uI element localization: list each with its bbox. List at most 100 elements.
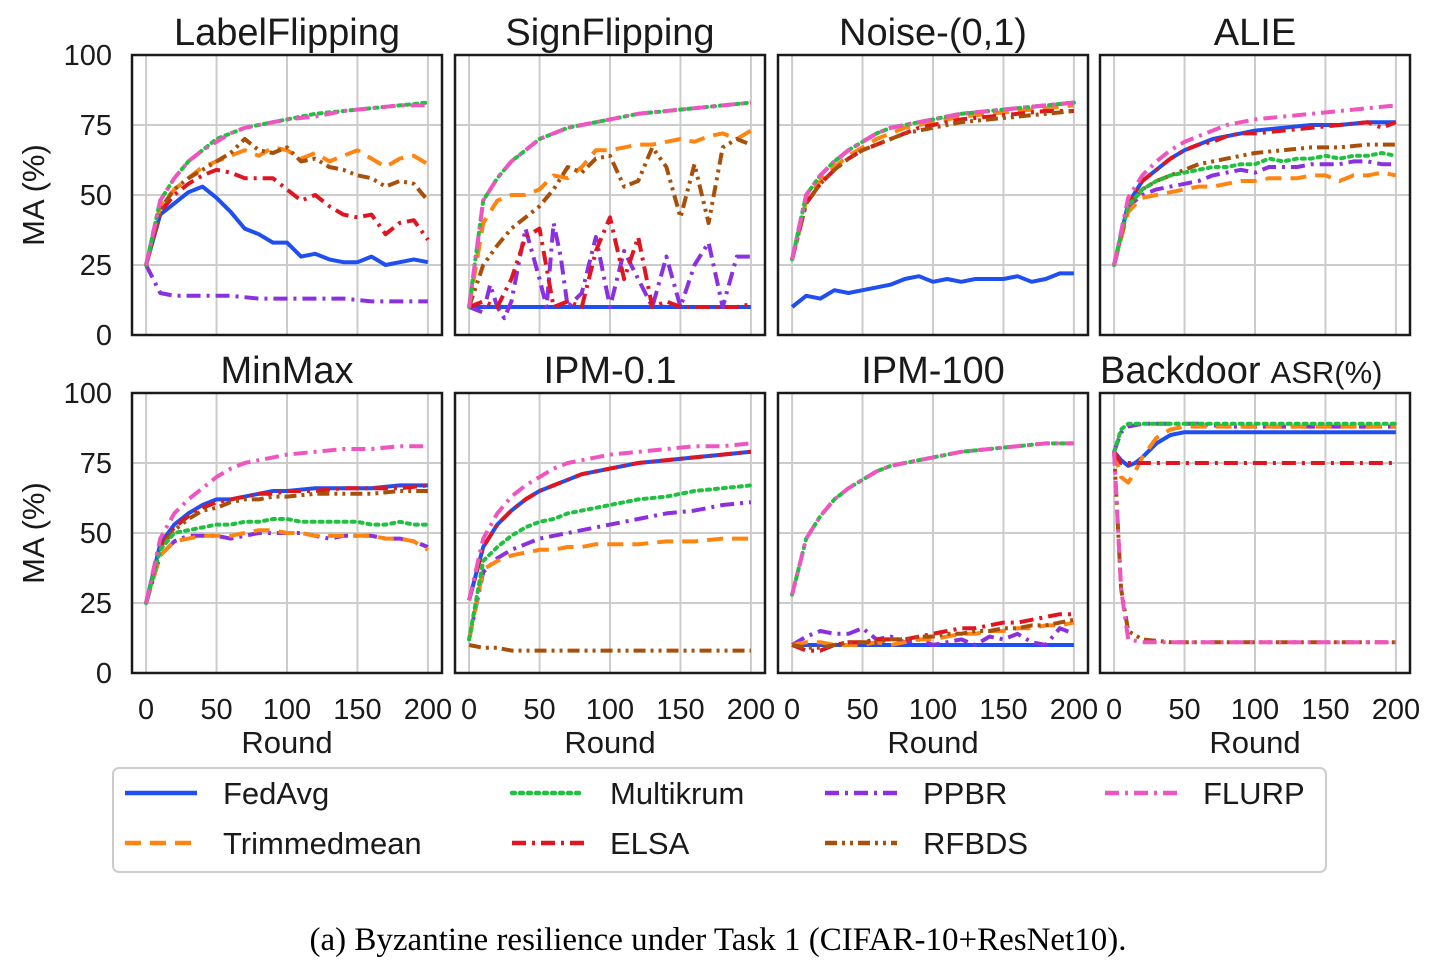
series-line-flurp <box>144 103 428 266</box>
y-tick-label: 25 <box>80 588 112 620</box>
subplot-title: MinMax <box>220 350 353 392</box>
series-group <box>1112 103 1398 267</box>
x-axis-label: Round <box>564 725 655 760</box>
subplot-title: Backdoor ASR(%) <box>1100 350 1383 392</box>
series-line-rfbds <box>144 137 430 266</box>
subplot-title: IPM-100 <box>861 350 1005 392</box>
x-tick-label: 150 <box>979 694 1027 726</box>
legend-item-ppbr: PPBR <box>825 776 1007 811</box>
y-axis-label: MA (%) <box>16 482 51 584</box>
series-line-flurp <box>790 441 1074 596</box>
series-line-elsa <box>144 483 429 604</box>
series-line-elsa <box>144 167 430 266</box>
legend-label: FLURP <box>1203 776 1305 811</box>
series-line-elsa <box>1112 450 1396 465</box>
plot-frame <box>130 391 444 675</box>
plot-frame <box>453 391 767 675</box>
x-tick-label: 50 <box>846 694 878 726</box>
legend: FedAvg Multikrum PPBR FLURP Trimmedmean ELSA R… <box>112 767 1327 873</box>
x-tick-label: 100 <box>586 694 634 726</box>
series-line-multikrum <box>467 100 753 309</box>
x-tick-label: 50 <box>523 694 555 726</box>
y-tick-label: 75 <box>80 110 112 142</box>
series-line-ppbr <box>467 500 752 640</box>
x-tick-label: 150 <box>333 694 381 726</box>
subplot-title: Noise-(0,1) <box>839 12 1027 54</box>
series-line-trimmedmean <box>1112 170 1397 266</box>
legend-label: Multikrum <box>610 776 744 811</box>
legend-item-multikrum: Multikrum <box>509 776 744 811</box>
series-line-flurp <box>144 444 428 604</box>
x-tick-label: 0 <box>138 694 154 726</box>
series-line-elsa <box>791 612 1074 653</box>
x-tick-label: 200 <box>404 694 452 726</box>
y-tick-label: 0 <box>96 320 112 352</box>
series-line-elsa <box>468 215 752 309</box>
plot-frame <box>1098 391 1412 675</box>
y-tick-label: 100 <box>64 378 112 410</box>
series-line-multikrum <box>467 483 753 642</box>
subplot-title: LabelFlipping <box>174 12 400 54</box>
y-tick-label: 50 <box>80 518 112 550</box>
y-tick-label: 25 <box>80 250 112 282</box>
legend-label: Trimmedmean <box>223 826 422 861</box>
subplot-title: ALIE <box>1214 12 1296 54</box>
x-tick-label: 0 <box>461 694 477 726</box>
plot-frame <box>130 53 444 337</box>
legend-item-fedavg: FedAvg <box>125 776 329 811</box>
series-line-rfbds <box>1112 142 1396 266</box>
legend-box <box>112 767 1327 873</box>
series-line-multikrum <box>144 517 430 605</box>
series-line-ppbr <box>791 626 1075 647</box>
x-tick-label: 200 <box>1372 694 1420 726</box>
subplot-ipm-100: IPM-100 0 50 100 150 200 Round <box>776 350 1098 760</box>
x-tick-label: 100 <box>263 694 311 726</box>
subplot-title-suffix: ASR(%) <box>1271 355 1383 390</box>
series-line-flurp <box>1112 103 1397 266</box>
series-line-rfbds <box>144 489 428 604</box>
subplot-labelflipping: LabelFlipping 0 25 50 75 100 MA (%) <box>16 12 444 352</box>
series-line-rfbds <box>790 109 1075 260</box>
series-line-flurp <box>1112 451 1396 645</box>
legend-label: PPBR <box>923 776 1007 811</box>
x-tick-label: 50 <box>1168 694 1200 726</box>
subplot-title-main: Backdoor <box>1100 350 1261 392</box>
subplot-backdoor: Backdoor ASR(%) 0 50 100 150 200 Round <box>1098 350 1420 760</box>
subplot-alie: ALIE <box>1098 12 1412 337</box>
x-tick-label: 200 <box>1050 694 1098 726</box>
series-line-trimmedmean <box>144 528 429 604</box>
series-group <box>790 100 1076 309</box>
subplot-signflipping: SignFlipping <box>453 12 767 337</box>
legend-item-elsa: ELSA <box>512 826 690 861</box>
figure-caption: (a) Byzantine resilience under Task 1 (C… <box>310 922 1127 958</box>
series-line-ppbr <box>1112 159 1396 266</box>
legend-item-flurp: FLURP <box>1105 776 1305 811</box>
series-line-rfbds <box>468 643 751 653</box>
subplot-noise-0-1: Noise-(0,1) <box>776 12 1090 337</box>
legend-label: FedAvg <box>223 776 329 811</box>
subplot-ipm-0-1: IPM-0.1 0 50 100 150 200 Round <box>453 350 775 760</box>
series-line-trimmedmean <box>1112 424 1396 485</box>
series-line-trimmedmean <box>467 128 752 308</box>
plot-frame <box>453 53 767 337</box>
plot-frame <box>776 391 1090 675</box>
legend-label: ELSA <box>610 826 690 861</box>
x-axis-label: Round <box>1209 725 1300 760</box>
y-axis-label: MA (%) <box>16 144 51 246</box>
series-line-fedavg <box>1112 430 1396 468</box>
series-line-flurp <box>790 100 1075 260</box>
plot-frame <box>1098 53 1412 337</box>
series-group <box>467 441 753 653</box>
series-line-fedavg <box>790 271 1074 309</box>
x-tick-label: 100 <box>1231 694 1279 726</box>
subplot-grid: LabelFlipping 0 25 50 75 100 MA (%) SignFlippin… <box>16 12 1420 760</box>
series-line-rfbds <box>791 617 1075 650</box>
legend-item-rfbds: RFBDS <box>825 826 1028 861</box>
series-group <box>144 100 430 304</box>
series-line-multikrum <box>1112 151 1398 267</box>
series-group <box>144 444 430 605</box>
series-group <box>467 100 753 321</box>
plot-frame <box>776 53 1090 337</box>
y-tick-label: 75 <box>80 448 112 480</box>
